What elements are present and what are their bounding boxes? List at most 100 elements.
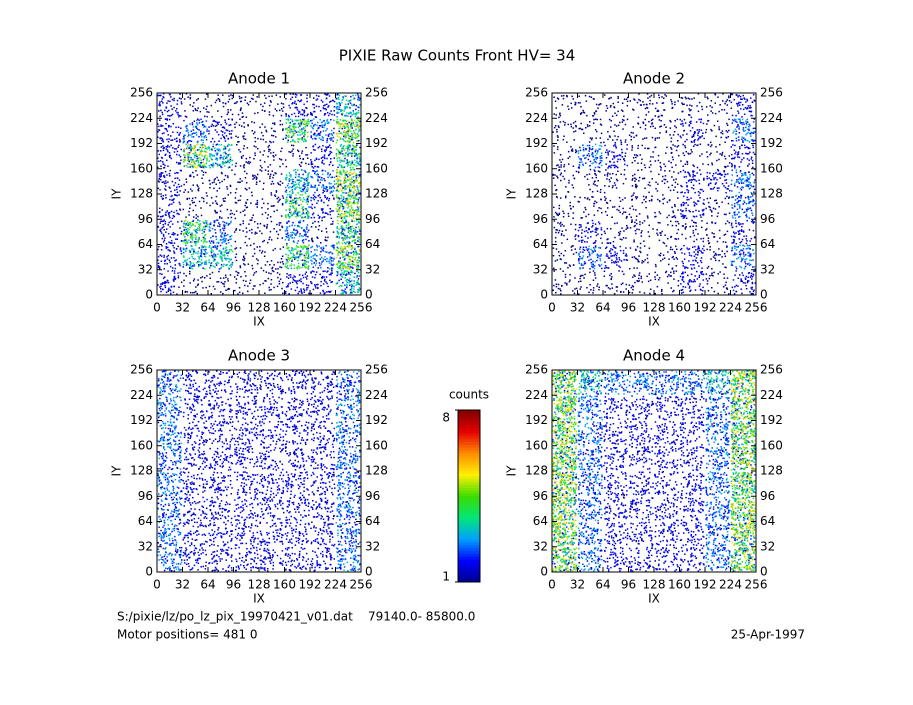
count-dot (336, 250, 338, 252)
count-dot (285, 202, 287, 204)
count-dot (321, 277, 323, 279)
count-dot (192, 268, 194, 270)
count-dot (273, 228, 275, 230)
count-dot (341, 203, 343, 205)
count-dot (355, 231, 357, 233)
count-dot (280, 222, 282, 224)
count-dot (336, 275, 338, 277)
count-dot (340, 201, 342, 203)
count-dot (295, 248, 297, 250)
count-dot (166, 292, 168, 294)
count-dot (288, 214, 290, 216)
count-dot (281, 226, 283, 228)
count-dot (350, 236, 352, 238)
count-dot (316, 271, 318, 273)
count-dot (315, 226, 317, 228)
count-dot (185, 227, 187, 229)
count-dot (209, 245, 211, 247)
count-dot (285, 209, 287, 211)
count-dot (305, 239, 307, 241)
count-dot (161, 255, 163, 257)
count-dot (240, 265, 242, 267)
count-dot (203, 253, 205, 255)
count-dot (294, 268, 296, 270)
count-dot (300, 180, 302, 182)
count-dot (336, 264, 338, 266)
count-dot (247, 291, 249, 293)
count-dot (308, 293, 310, 295)
count-dot (277, 277, 279, 279)
count-dot (227, 175, 229, 177)
count-dot (193, 229, 195, 231)
count-dot (352, 252, 354, 254)
count-dot (342, 206, 344, 208)
count-dot (250, 219, 252, 221)
count-dot (223, 200, 225, 202)
count-dot (279, 229, 281, 231)
count-dot (229, 239, 231, 241)
count-dot (297, 212, 299, 214)
count-dot (169, 173, 171, 175)
count-dot (198, 188, 200, 190)
count-dot (272, 170, 274, 172)
count-dot (269, 264, 271, 266)
count-dot (158, 188, 160, 190)
count-dot (337, 220, 339, 222)
count-dot (235, 202, 237, 204)
count-dot (211, 252, 213, 254)
count-dot (169, 199, 171, 201)
count-dot (342, 254, 344, 256)
count-dot (162, 284, 164, 286)
count-dot (290, 211, 292, 213)
count-dot (333, 231, 335, 233)
count-dot (312, 214, 314, 216)
count-dot (202, 228, 204, 230)
count-dot (299, 233, 301, 235)
count-dot (342, 200, 344, 202)
count-dot (287, 285, 289, 287)
count-dot (315, 287, 317, 289)
count-dot (199, 258, 201, 260)
count-dot (294, 248, 296, 250)
count-dot (292, 205, 294, 207)
count-dot (185, 231, 187, 233)
count-dot (337, 226, 339, 228)
count-dot (261, 207, 263, 209)
count-dot (185, 251, 187, 253)
count-dot (353, 264, 355, 266)
count-dot (226, 223, 228, 225)
count-dot (343, 198, 345, 200)
count-dot (324, 280, 326, 282)
count-dot (302, 217, 304, 219)
count-dot (235, 257, 237, 259)
count-dot (195, 245, 197, 247)
count-dot (352, 247, 354, 249)
count-dot (265, 264, 267, 266)
count-dot (306, 178, 308, 180)
count-dot (286, 273, 288, 275)
count-dot (297, 246, 299, 248)
count-dot (314, 196, 316, 198)
count-dot (241, 180, 243, 182)
count-dot (223, 264, 225, 266)
count-dot (285, 266, 287, 268)
count-dot (225, 275, 227, 277)
count-dot (283, 246, 285, 248)
count-dot (354, 277, 356, 279)
count-dot (163, 181, 165, 183)
heat-cell (208, 245, 233, 270)
count-dot (204, 268, 206, 270)
figure-title: PIXIE Raw Counts Front HV= 34 (339, 47, 576, 65)
count-dot (353, 286, 355, 288)
count-dot (221, 217, 223, 219)
count-dot (185, 291, 187, 293)
count-dot (359, 229, 361, 231)
count-dot (326, 283, 328, 285)
count-dot (249, 187, 251, 189)
count-dot (359, 287, 361, 289)
count-dot (348, 205, 350, 207)
count-dot (221, 172, 223, 174)
count-dot (303, 245, 305, 247)
count-dot (214, 220, 216, 222)
count-dot (192, 198, 194, 200)
